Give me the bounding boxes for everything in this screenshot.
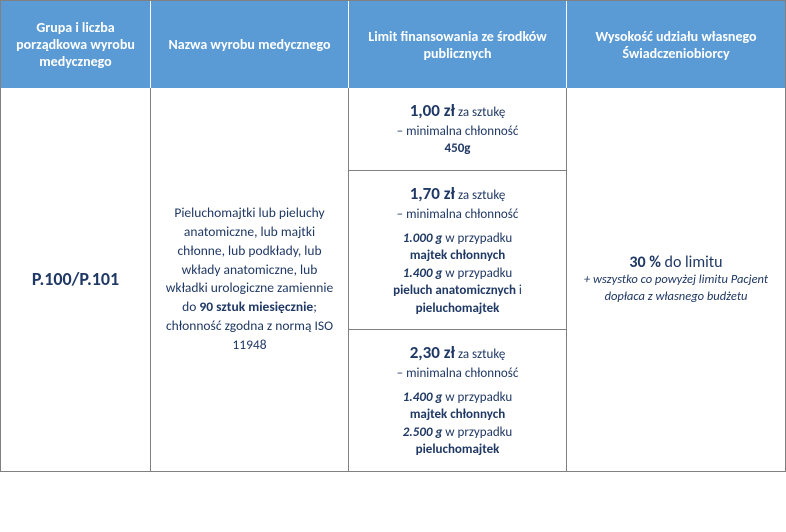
table-row: P.100/P.101 Pieluchomajtki lub pieluchy … (1, 88, 785, 471)
price-value: 1,70 zł (410, 183, 455, 204)
price-suffix: za sztukę (455, 105, 505, 120)
header-limit: Limit finansowania ze środków publicznyc… (349, 1, 567, 88)
limit-detail-2: 2.500 g w przypadku (403, 424, 513, 442)
detail-bold: majtek chłonnych (410, 248, 505, 263)
detail-value: 2.500 g (403, 425, 443, 440)
share-suffix: do limitu (661, 253, 723, 272)
detail-bold: pieluch anatomicznych (393, 283, 516, 298)
reimbursement-table: Grupa i liczba porządkowa wyrobu medyczn… (0, 0, 786, 472)
desc-bold: 90 sztuk miesięcznie (199, 298, 313, 315)
limit-detail-1: 1.000 g w przypadku (403, 230, 513, 248)
cell-code: P.100/P.101 (1, 88, 151, 471)
limit-tier-1: 1,00 zł za sztukę – minimalna chłonność … (349, 88, 566, 171)
share-note: + wszystko co powyżej limitu Pacjent dop… (577, 272, 775, 306)
limit-price-line: 1,00 zł za sztukę (410, 100, 506, 123)
detail-value: 1.400 g (403, 266, 443, 281)
cell-share: 30 % do limitu + wszystko co powyżej lim… (567, 88, 785, 471)
limit-detail-1: 1.400 g w przypadku (403, 389, 513, 407)
price-value: 2,30 zł (410, 342, 455, 363)
limit-tier-2: 1,70 zł za sztukę – minimalna chłonność … (349, 171, 566, 330)
limit-tier-3: 2,30 zł za sztukę – minimalna chłonność … (349, 330, 566, 471)
product-code: P.100/P.101 (32, 268, 119, 290)
price-suffix: za sztukę (455, 188, 505, 203)
price-value: 1,00 zł (410, 100, 455, 121)
limit-min-line: – minimalna chłonność (397, 123, 519, 141)
detail-bold: pieluchomajtek (416, 442, 500, 457)
share-content: 30 % do limitu + wszystko co powyżej lim… (577, 253, 775, 306)
detail-bold: majtek chłonnych (410, 407, 505, 422)
header-group: Grupa i liczba porządkowa wyrobu medyczn… (1, 1, 151, 88)
limit-detail-1b: majtek chłonnych (410, 247, 505, 265)
limit-detail-2c: pieluchomajtek (416, 300, 500, 318)
share-percent: 30 % (629, 253, 661, 272)
limit-detail-2b: pieluch anatomicznych i (393, 282, 522, 300)
table-header-row: Grupa i liczba porządkowa wyrobu medyczn… (1, 1, 785, 88)
detail-text: w przypadku (442, 425, 512, 440)
limit-price-line: 2,30 zł za sztukę (410, 342, 506, 365)
header-share: Wysokość udziału własnego Świadczeniobio… (567, 1, 785, 88)
min-label: – minimalna chłonność (397, 124, 519, 139)
cell-limits: 1,00 zł za sztukę – minimalna chłonność … (349, 88, 567, 471)
limit-detail-1b: majtek chłonnych (410, 406, 505, 424)
share-main: 30 % do limitu (577, 253, 775, 272)
limit-detail-2: 1.400 g w przypadku (403, 265, 513, 283)
detail-value: 1.000 g (403, 231, 443, 246)
limit-price-line: 1,70 zł za sztukę (410, 183, 506, 206)
detail-bold: pieluchomajtek (416, 301, 500, 316)
limit-min-value: 450g (445, 140, 471, 158)
detail-text: w przypadku (442, 266, 512, 281)
cell-description: Pieluchomajtki lub pieluchy anatomiczne,… (151, 88, 349, 471)
product-description: Pieluchomajtki lub pieluchy anatomiczne,… (161, 204, 338, 355)
detail-value: 1.400 g (403, 390, 443, 405)
limit-min-line: – minimalna chłonność (397, 365, 519, 383)
price-suffix: za sztukę (455, 347, 505, 362)
detail-text: w przypadku (442, 390, 512, 405)
detail-text: w przypadku (442, 231, 512, 246)
limit-min-line: – minimalna chłonność (397, 206, 519, 224)
min-bold: 450g (445, 141, 471, 156)
limit-detail-2b: pieluchomajtek (416, 441, 500, 459)
header-name: Nazwa wyrobu medycznego (151, 1, 349, 88)
detail-mid: i (516, 283, 522, 298)
